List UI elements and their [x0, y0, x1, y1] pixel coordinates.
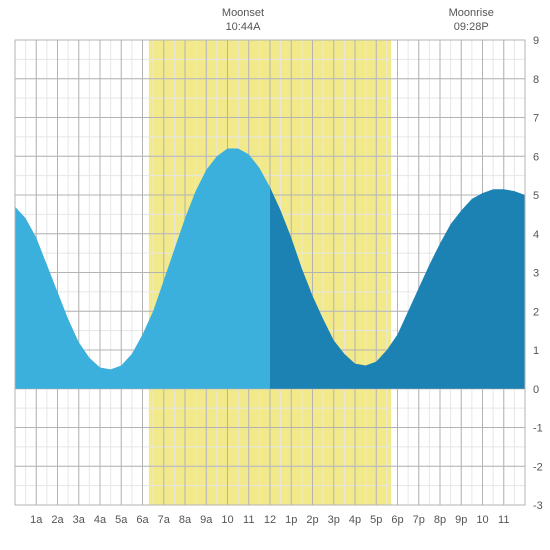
x-tick-label: 5a	[115, 514, 128, 526]
chart-svg: -3-2-101234567891a2a3a4a5a6a7a8a9a101112…	[0, 0, 550, 550]
x-tick-label: 10	[476, 514, 488, 526]
x-tick-label: 1p	[285, 514, 297, 526]
moonrise-label: Moonrise	[449, 7, 494, 19]
x-tick-label: 2a	[51, 514, 64, 526]
tide-chart: -3-2-101234567891a2a3a4a5a6a7a8a9a101112…	[0, 0, 550, 550]
y-tick-label: 0	[533, 384, 539, 396]
x-tick-label: 11	[498, 514, 509, 526]
y-tick-label: 4	[533, 229, 539, 241]
y-tick-label: -1	[533, 423, 543, 435]
x-tick-label: 8p	[434, 514, 446, 526]
moonset-label: Moonset	[222, 7, 264, 19]
x-tick-label: 3p	[328, 514, 340, 526]
y-tick-label: -3	[533, 500, 543, 512]
x-tick-label: 10	[221, 514, 233, 526]
y-tick-label: 7	[533, 113, 539, 125]
y-tick-label: 6	[533, 151, 539, 163]
x-tick-label: 4a	[94, 514, 107, 526]
moonset-time: 10:44A	[226, 21, 262, 33]
x-tick-label: 9a	[200, 514, 213, 526]
y-tick-label: 8	[533, 74, 539, 86]
x-tick-label: 9p	[455, 514, 467, 526]
moonrise-time: 09:28P	[454, 21, 489, 33]
y-tick-label: -2	[533, 461, 543, 473]
x-tick-label: 11	[243, 514, 254, 526]
x-tick-label: 8a	[179, 514, 192, 526]
x-tick-label: 12	[264, 514, 276, 526]
x-tick-label: 5p	[370, 514, 382, 526]
y-tick-label: 2	[533, 306, 539, 318]
x-tick-label: 7a	[158, 514, 171, 526]
x-tick-label: 6p	[391, 514, 403, 526]
x-tick-label: 2p	[306, 514, 318, 526]
x-tick-label: 4p	[349, 514, 361, 526]
y-tick-label: 5	[533, 190, 539, 202]
x-tick-label: 1a	[30, 514, 43, 526]
x-tick-label: 7p	[413, 514, 425, 526]
x-tick-label: 6a	[136, 514, 149, 526]
y-tick-label: 9	[533, 35, 539, 47]
y-tick-label: 1	[533, 345, 539, 357]
x-tick-label: 3a	[73, 514, 86, 526]
y-tick-label: 3	[533, 268, 539, 280]
